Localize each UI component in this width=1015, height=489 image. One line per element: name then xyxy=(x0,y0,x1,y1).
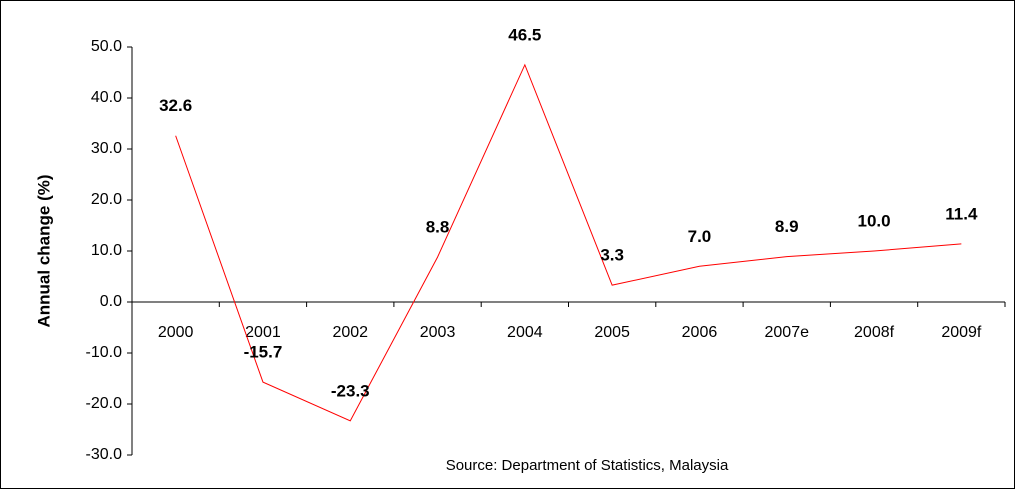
x-tick-label: 2005 xyxy=(594,324,630,341)
y-tick-label: 40.0 xyxy=(91,89,122,106)
data-label: 11.4 xyxy=(945,204,978,223)
x-tick-label: 2007e xyxy=(765,324,810,341)
data-label: 46.5 xyxy=(508,25,541,44)
source-note: Source: Department of Statistics, Malays… xyxy=(446,457,729,474)
data-label: 8.8 xyxy=(426,218,450,237)
x-tick-label: 2008f xyxy=(854,324,895,341)
x-tick-label: 2002 xyxy=(332,324,368,341)
data-label: 10.0 xyxy=(858,211,891,230)
data-label: 32.6 xyxy=(159,96,192,115)
x-tick-label: 2001 xyxy=(245,324,281,341)
y-axis-label: Annual change (%) xyxy=(34,174,53,327)
x-tick-label: 2004 xyxy=(507,324,543,341)
y-tick-label: 10.0 xyxy=(91,242,122,259)
y-tick-label: -20.0 xyxy=(86,395,123,412)
data-label: 8.9 xyxy=(775,217,799,236)
data-label: 3.3 xyxy=(600,246,624,265)
y-tick-label: 0.0 xyxy=(100,293,122,310)
data-label: -15.7 xyxy=(244,343,283,362)
x-tick-label: 2009f xyxy=(941,324,982,341)
data-label: -23.3 xyxy=(331,381,370,400)
x-tick-label: 2003 xyxy=(420,324,456,341)
y-tick-label: 50.0 xyxy=(91,38,122,55)
y-tick-label: 20.0 xyxy=(91,191,122,208)
data-line xyxy=(175,63,962,422)
y-tick-label: -10.0 xyxy=(86,344,123,361)
x-tick-label: 2000 xyxy=(158,324,194,341)
y-tick-label: -30.0 xyxy=(86,446,123,463)
y-tick-label: 30.0 xyxy=(91,140,122,157)
x-tick-label: 2006 xyxy=(682,324,718,341)
data-label: 7.0 xyxy=(688,227,712,246)
